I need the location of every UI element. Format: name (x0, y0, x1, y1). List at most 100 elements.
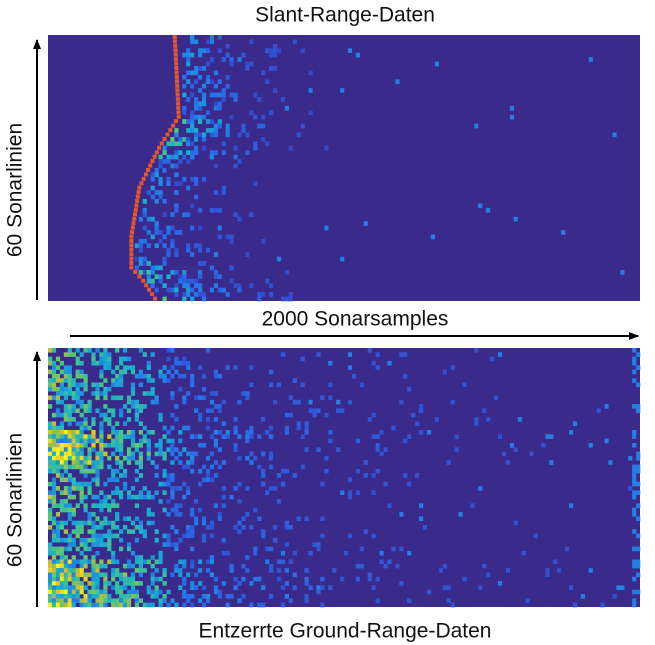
heatmap-cell (529, 451, 534, 457)
heatmap-cell (194, 145, 199, 151)
boundary-dot (171, 123, 176, 128)
heatmap-cell (48, 512, 53, 517)
heatmap-cell (134, 525, 139, 530)
heatmap-cell (249, 602, 254, 608)
heatmap-cell (67, 421, 72, 426)
heatmap-cell (91, 434, 96, 439)
heatmap-cell (99, 537, 104, 543)
heatmap-cell (83, 408, 88, 413)
boundary-dot (150, 159, 155, 164)
heatmap-cell (99, 542, 104, 547)
heatmap-cell (201, 83, 207, 89)
heatmap-cell (150, 602, 155, 608)
heatmap-cell (166, 159, 171, 164)
heatmap-cell (166, 533, 171, 539)
heatmap-cell (190, 203, 195, 209)
heatmap-cell (174, 503, 179, 508)
heatmap-cell (347, 494, 353, 500)
heatmap-cell (48, 434, 53, 439)
heatmap-cell (130, 576, 136, 582)
heatmap-cell (103, 516, 108, 521)
heatmap-cell (237, 455, 242, 461)
heatmap-cell (182, 581, 187, 586)
heatmap-cell (142, 529, 147, 534)
heatmap-cell (115, 568, 120, 573)
heatmap-cell (442, 369, 447, 375)
heatmap-cell (123, 434, 128, 439)
heatmap-cell (99, 360, 104, 366)
heatmap-cell (67, 348, 72, 353)
heatmap-cell (95, 360, 100, 366)
heatmap-cell (261, 529, 266, 534)
heatmap-cell (87, 455, 92, 461)
heatmap-cell (59, 585, 64, 590)
heatmap-cell (490, 356, 495, 362)
heatmap-cell (83, 546, 88, 552)
heatmap-cell (51, 412, 57, 418)
heatmap-cell (241, 594, 246, 599)
heatmap-cell (99, 455, 104, 461)
heatmap-cell (67, 542, 72, 547)
boundary-dot (133, 212, 137, 217)
heatmap-cell (138, 525, 143, 530)
heatmap-cell (261, 473, 266, 478)
heatmap-cell (261, 123, 266, 129)
heatmap-cell (209, 132, 214, 138)
heatmap-cell (63, 447, 68, 452)
heatmap-cell (48, 460, 53, 465)
heatmap-cell (276, 48, 282, 53)
heatmap-cell (79, 451, 84, 457)
heatmap-cell (115, 559, 120, 565)
heatmap-cell (138, 421, 143, 426)
heatmap-cell (115, 378, 120, 383)
heatmap-cell (67, 438, 72, 444)
heatmap-cell (201, 395, 207, 401)
heatmap-cell (142, 434, 147, 439)
heatmap-cell (162, 473, 167, 478)
heatmap-cell (75, 464, 80, 470)
heatmap-cell (517, 417, 522, 422)
heatmap-cell (51, 559, 57, 565)
heatmap-cell (103, 451, 108, 457)
heatmap-cell (209, 57, 214, 62)
heatmap-cell (174, 404, 179, 409)
heatmap-cell (178, 486, 183, 491)
heatmap-cell (336, 399, 341, 405)
heatmap-cell (190, 154, 195, 160)
heatmap-cell (213, 83, 218, 89)
heatmap-cell (284, 105, 289, 111)
heatmap-cell (162, 425, 167, 431)
heatmap-cell (205, 477, 211, 483)
heatmap-cell (59, 430, 64, 435)
heatmap-cell (99, 430, 104, 435)
heatmap-cell (95, 581, 100, 586)
heatmap-cell (233, 154, 238, 160)
heatmap-cell (288, 145, 293, 151)
heatmap-cell (229, 238, 234, 244)
heatmap-cell (107, 494, 112, 500)
heatmap-cell (198, 507, 203, 513)
heatmap-cell (119, 572, 124, 578)
heatmap-cell (320, 516, 325, 521)
heatmap-cell (55, 550, 61, 556)
heatmap-cell (79, 404, 84, 409)
heatmap-cell (130, 434, 136, 439)
heatmap-cell (67, 443, 72, 448)
heatmap-cell (103, 594, 108, 599)
heatmap-cell (55, 537, 61, 543)
heatmap-cell (336, 447, 341, 452)
heatmap-cell (119, 473, 124, 478)
heatmap-cell (107, 356, 112, 362)
heatmap-cell (253, 181, 258, 186)
heatmap-cell (107, 529, 112, 534)
heatmap-cell (48, 525, 53, 530)
heatmap-cell (213, 105, 218, 111)
heatmap-cell (75, 386, 80, 392)
heatmap-cell (273, 43, 278, 49)
heatmap-cell (209, 572, 214, 578)
heatmap-cell (48, 468, 53, 474)
heatmap-cell (87, 589, 92, 595)
heatmap-cell (59, 399, 64, 405)
heatmap-cell (395, 79, 400, 84)
heatmap-cell (95, 533, 100, 539)
